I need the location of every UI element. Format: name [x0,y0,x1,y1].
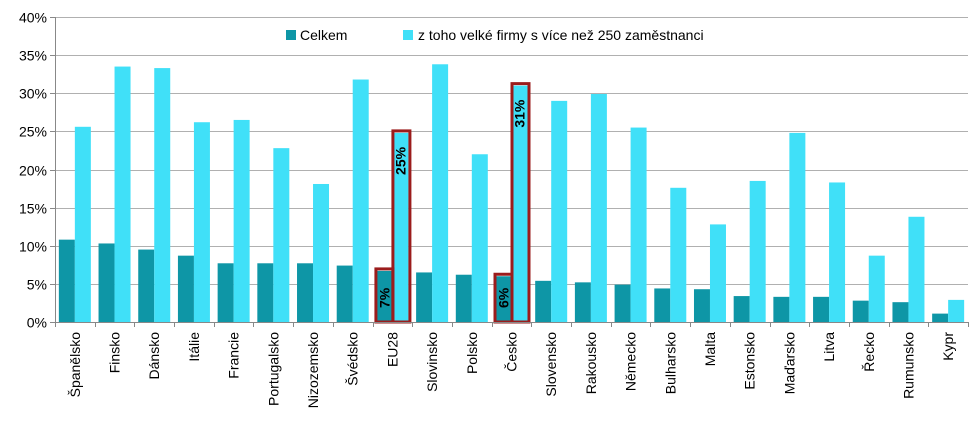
x-tick-label: Česko [504,332,520,372]
x-tick-label: Rumunsko [900,332,916,399]
bar-velke-firmy [193,122,210,322]
bars [58,64,965,323]
x-tick-label: Malta [702,332,718,366]
bar-velke-firmy [630,127,647,322]
bar-velke-firmy [670,187,687,322]
bar-celkem [892,302,909,322]
bar-velke-firmy [908,216,925,322]
bar-celkem [297,263,314,322]
y-tick-label: 5% [27,277,47,293]
bar-velke-firmy [511,85,528,322]
x-tick-label: Portugalsko [265,332,281,406]
x-tick-label: Slovensko [543,332,559,397]
bar-celkem [98,243,115,322]
bar-velke-firmy [313,183,330,322]
x-tick-label: Maďarsko [781,332,797,395]
bar-celkem [138,249,155,322]
bar-celkem [416,272,433,322]
legend-swatch-velke-firmy [403,30,413,40]
y-tick-label: 25% [19,124,47,140]
bar-velke-firmy [154,68,171,323]
x-tick-label: Rakousko [583,332,599,394]
x-tick-label: Bulharsko [662,332,678,394]
bar-celkem [654,288,671,322]
bar-velke-firmy [829,182,846,322]
x-tick-label: Litva [821,332,837,362]
bar-celkem [217,263,234,322]
data-label-velke-firmy: 25% [392,146,408,175]
bar-velke-firmy [868,255,885,322]
legend-swatch-celkem [286,30,296,40]
x-tick-labels: Španělsko Finsko Dánsko Itálie Francie Portug… [67,332,956,409]
y-tick-label: 30% [19,86,47,102]
y-tick-label: 35% [19,48,47,64]
bar-celkem [852,300,869,322]
bar-celkem [455,274,472,322]
bar-celkem [336,265,353,322]
y-tick-labels: 0% 5% 10% 15% 20% 25% 30% 35% 40% [19,10,47,331]
y-tick-label: 15% [19,201,47,217]
bar-celkem [773,296,790,322]
x-tick-label: Řecko [861,332,877,372]
bar-celkem [495,276,512,322]
x-tick-label: Švédsko [345,332,361,386]
x-tick-label: Estonsko [742,332,758,390]
y-tick-label: 40% [19,10,47,26]
x-tick-label: Slovinsko [424,332,440,392]
bar-celkem [733,296,750,322]
legend-label-velke-firmy: z toho velké firmy s více než 250 zaměst… [418,27,704,43]
bar-celkem [257,263,274,322]
bar-celkem [813,296,830,322]
x-tick-label: Itálie [186,332,202,362]
y-tick-label: 10% [19,239,47,255]
x-tick-label: Francie [226,332,242,379]
bar-celkem [376,270,393,322]
legend-label-celkem: Celkem [300,27,347,43]
bar-velke-firmy [273,148,290,322]
bar-velke-firmy [749,180,766,322]
bar-velke-firmy [789,132,806,322]
bar-celkem [693,289,710,322]
bar-velke-firmy [709,224,726,322]
bar-velke-firmy [114,66,131,322]
x-tick-label: Nizozemsko [305,332,321,408]
bar-velke-firmy [74,126,91,322]
x-tick-label: Polsko [464,332,480,374]
bar-celkem [932,313,949,322]
y-tick-label: 0% [27,315,47,331]
axes [50,17,969,327]
bar-velke-firmy [233,119,250,322]
bar-velke-firmy [392,132,409,322]
bar-velke-firmy [590,94,607,322]
bar-celkem [58,239,75,322]
bar-velke-firmy [432,64,449,323]
legend: Celkem z toho velké firmy s více než 250 … [286,27,704,43]
bar-celkem [535,280,552,322]
y-tick-label: 20% [19,163,47,179]
x-tick-label: EU28 [384,332,400,367]
data-label-velke-firmy: 31% [512,99,528,128]
bar-celkem [614,284,631,322]
bar-celkem [574,282,591,322]
x-tick-label: Německo [623,332,639,391]
data-label-celkem: 6% [496,287,512,308]
x-tick-label: Španělsko [67,332,83,398]
x-tick-label: Dánsko [146,332,162,380]
bar-celkem [177,255,194,322]
bar-velke-firmy [551,100,568,322]
x-tick-label: Kypr [940,332,956,361]
bar-velke-firmy [352,79,369,323]
bar-velke-firmy [471,154,488,322]
data-label-celkem: 7% [376,287,392,308]
bar-velke-firmy [948,299,965,322]
x-tick-label: Finsko [107,332,123,373]
